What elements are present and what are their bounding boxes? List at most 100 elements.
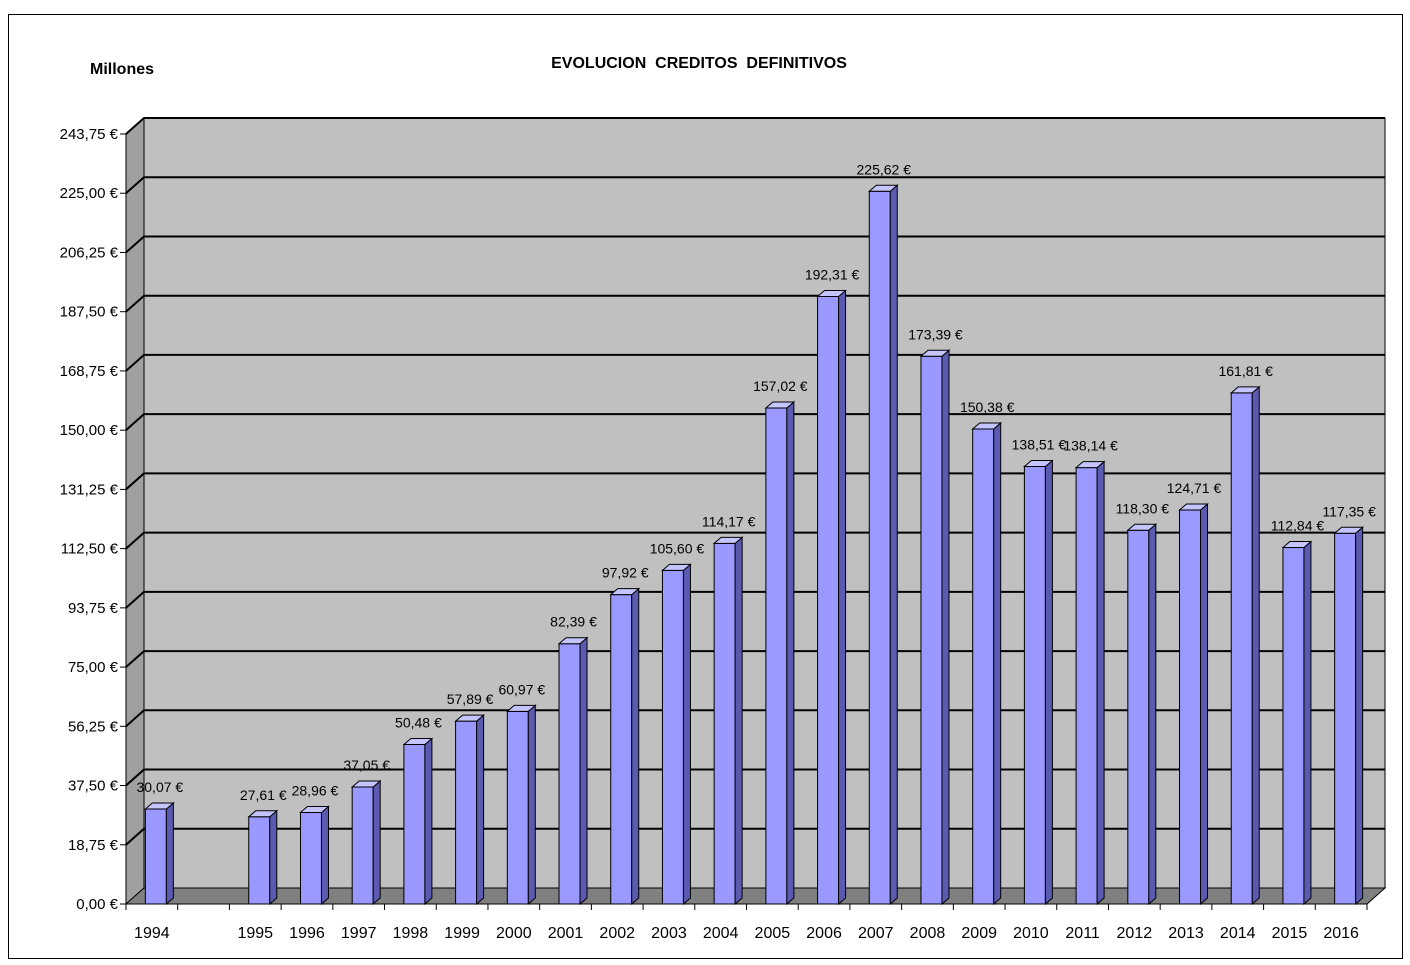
bar — [505, 704, 537, 906]
bar-front — [248, 816, 271, 905]
y-tick-label: 225,00 € — [60, 185, 119, 202]
bar — [402, 737, 434, 906]
x-tick-label: 2005 — [755, 925, 791, 942]
bar-side — [889, 184, 898, 906]
bar — [867, 184, 899, 906]
bar-top — [867, 184, 899, 192]
bar-front — [455, 720, 478, 905]
bar — [609, 587, 641, 906]
bar-front — [868, 190, 891, 905]
bar-top — [1333, 526, 1364, 534]
bar-top — [505, 704, 537, 712]
x-tick-label: 2000 — [496, 925, 532, 942]
x-tick-label: 2010 — [1013, 925, 1049, 942]
x-tick-label: 2004 — [703, 925, 739, 942]
bar-front — [661, 569, 684, 905]
bar — [247, 809, 279, 906]
bar-top — [971, 422, 1003, 430]
bar-side — [631, 587, 640, 906]
bar-front — [817, 295, 840, 905]
gridline — [125, 709, 1385, 728]
bar-front — [1230, 392, 1253, 905]
gridline — [125, 531, 1385, 550]
y-tick-label: 131,25 € — [60, 481, 119, 498]
data-label: 28,96 € — [292, 783, 339, 799]
bar-side — [269, 809, 278, 906]
bar-top — [402, 738, 434, 746]
gridline — [125, 235, 1385, 254]
data-label: 37,05 € — [343, 757, 390, 773]
y-tick-label: 168,75 € — [60, 363, 119, 380]
x-tick-label: 1996 — [289, 925, 325, 942]
bar-front — [1282, 547, 1305, 905]
data-label: 192,31 € — [805, 266, 860, 282]
bar — [144, 801, 175, 906]
data-label: 157,02 € — [753, 378, 808, 394]
x-tick-label: 2007 — [858, 925, 894, 942]
bar-front — [920, 355, 943, 905]
bar-side — [1148, 523, 1157, 906]
bar-front — [506, 710, 529, 905]
bar — [816, 289, 847, 906]
data-label: 27,61 € — [240, 787, 287, 803]
bar-front — [1075, 467, 1098, 905]
x-tick-label: 2003 — [651, 925, 687, 942]
data-label: 60,97 € — [498, 681, 545, 697]
bar — [1333, 526, 1364, 906]
y-tick-label: 112,50 € — [61, 541, 119, 558]
bar-top — [1023, 459, 1054, 467]
y-tick-label: 243,75 € — [60, 126, 119, 143]
bar — [1178, 502, 1209, 906]
bar — [1074, 460, 1106, 906]
bar — [1281, 540, 1313, 906]
bar — [1023, 459, 1054, 906]
y-tick-label: 75,00 € — [68, 659, 119, 676]
bar-side — [424, 737, 433, 906]
bar-top — [1126, 523, 1158, 531]
x-tick-label: 1994 — [134, 925, 170, 942]
data-label: 50,48 € — [395, 715, 442, 731]
bar-front — [1334, 532, 1357, 905]
bar-top — [661, 563, 692, 571]
bar-top — [299, 806, 330, 814]
bar-front — [1023, 465, 1046, 905]
data-label: 82,39 € — [550, 614, 597, 630]
bar — [712, 536, 744, 906]
bar-side — [786, 400, 795, 906]
bar-front — [1179, 509, 1202, 905]
bar — [350, 779, 382, 906]
data-label: 150,38 € — [960, 399, 1015, 415]
bar-side — [682, 563, 691, 906]
bar-front — [144, 808, 167, 905]
gridline — [125, 294, 1385, 313]
data-label: 138,14 € — [1063, 438, 1118, 454]
bar — [661, 563, 692, 906]
bar-side — [165, 801, 174, 906]
bar — [1126, 523, 1158, 906]
bar-front — [299, 812, 322, 905]
data-label: 97,92 € — [602, 565, 649, 581]
x-tick-label: 2009 — [961, 925, 997, 942]
bar-side — [1251, 385, 1260, 906]
bar-top — [1229, 386, 1261, 394]
data-label: 105,60 € — [650, 540, 705, 556]
gridline — [125, 590, 1385, 609]
x-tick-label: 1999 — [444, 925, 480, 942]
x-tick-label: 2002 — [599, 925, 635, 942]
x-tick-label: 2015 — [1272, 925, 1308, 942]
bar-side — [1303, 540, 1312, 906]
bar-top — [712, 536, 744, 544]
bar — [557, 636, 589, 906]
x-tick-label: 2016 — [1323, 925, 1359, 942]
bar — [919, 349, 951, 906]
bar-side — [993, 421, 1002, 906]
bar-front — [1127, 529, 1150, 905]
data-label: 118,30 € — [1116, 500, 1170, 516]
chart-title: EVOLUCION CREDITOS DEFINITIVOS — [551, 55, 847, 72]
x-tick-label: 2001 — [548, 925, 584, 942]
y-tick-label: 18,75 € — [68, 837, 119, 854]
bar-side — [476, 714, 485, 906]
bar-top — [350, 780, 382, 788]
x-tick-label: 2011 — [1065, 925, 1100, 942]
